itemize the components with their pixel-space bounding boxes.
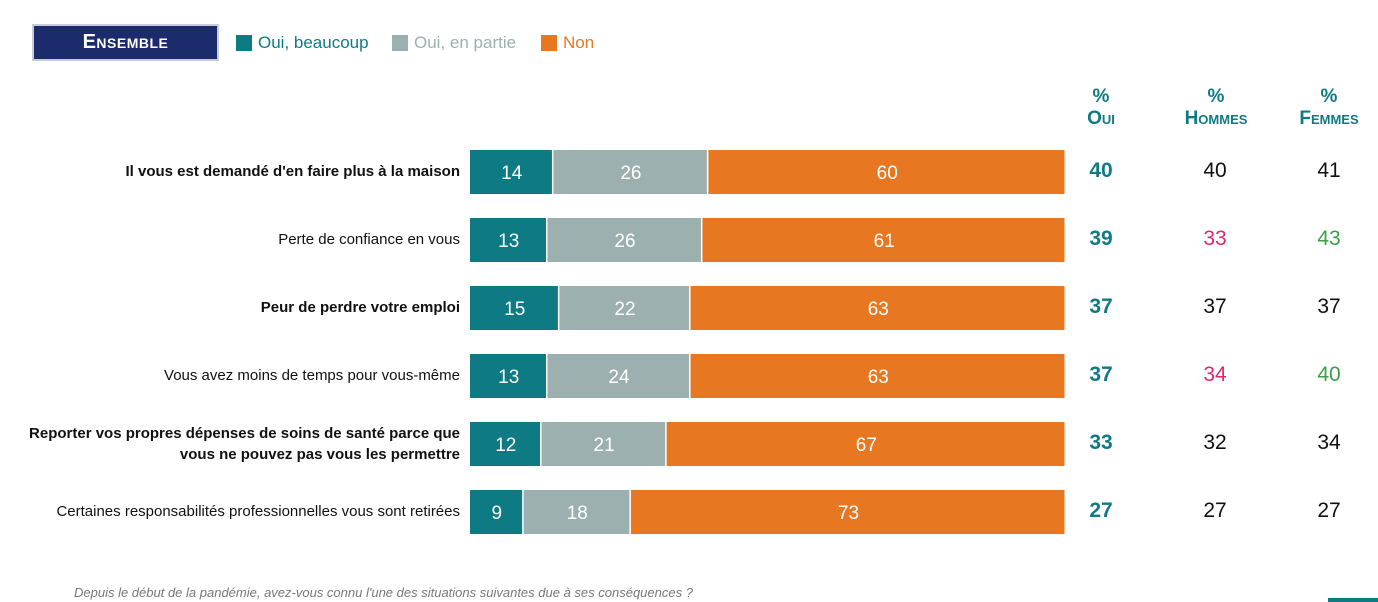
row-label: Certaines responsabilités professionnell…	[56, 503, 460, 520]
bar-value-label: 13	[498, 367, 519, 388]
bar-seg-oui-beaucoup	[470, 286, 558, 330]
pct-oui: 33	[1089, 431, 1113, 454]
bar-value-label: 18	[567, 503, 588, 524]
legend-label-oui-beaucoup: Oui, beaucoup	[258, 33, 369, 52]
bar-seg-oui-en-partie	[547, 218, 701, 262]
bar-value-label: 24	[608, 367, 630, 388]
column-header-oui-pct: %	[1092, 86, 1110, 107]
column-header-femmes-name: Femmes	[1299, 108, 1359, 129]
pct-oui: 40	[1089, 159, 1113, 182]
pct-hommes: 32	[1203, 431, 1227, 454]
column-header-oui: % Oui	[1046, 86, 1156, 130]
pct-oui: 37	[1089, 295, 1113, 318]
bar-seg-non	[630, 490, 1065, 534]
row-label: Perte de confiance en vous	[278, 231, 460, 248]
row-label: Reporter vos propres dépenses de soins d…	[29, 425, 460, 463]
bar-value-label: 14	[501, 163, 523, 184]
bar-value-label: 13	[498, 231, 519, 252]
column-header-hommes-pct: %	[1207, 86, 1225, 107]
bar-value-label: 67	[856, 435, 877, 456]
ensemble-badge-label: Ensemble	[82, 31, 169, 53]
bar-seg-oui-beaucoup	[470, 354, 546, 398]
bar-seg-oui-beaucoup	[470, 150, 552, 194]
bar-seg-non	[708, 150, 1065, 194]
pct-femmes: 43	[1317, 227, 1341, 250]
pct-femmes: 27	[1317, 499, 1341, 522]
bar-value-label: 61	[874, 231, 895, 252]
bar-seg-oui-beaucoup	[470, 490, 523, 534]
bar-value-label: 22	[614, 299, 635, 320]
bar-seg-oui-beaucoup	[470, 218, 546, 262]
column-header-hommes-name: Hommes	[1184, 108, 1248, 129]
bar-value-label: 63	[868, 367, 889, 388]
legend-swatch-oui-en-partie	[392, 35, 408, 51]
bar-value-label: 26	[614, 231, 635, 252]
column-header-femmes-pct: %	[1320, 86, 1338, 107]
bar-seg-oui-en-partie	[559, 286, 690, 330]
bar-value-label: 21	[594, 435, 615, 456]
bar-seg-oui-en-partie	[541, 422, 666, 466]
bar-value-label: 63	[868, 299, 889, 320]
legend-label-oui-en-partie: Oui, en partie	[414, 33, 517, 52]
pct-oui: 39	[1089, 227, 1113, 250]
row-label: Il vous est demandé d'en faire plus à la…	[125, 163, 460, 180]
pct-hommes: 37	[1203, 295, 1227, 318]
pct-hommes: 27	[1203, 499, 1227, 522]
bar-value-label: 15	[504, 299, 525, 320]
pct-hommes: 40	[1203, 159, 1227, 182]
legend-label-non: Non	[563, 33, 595, 52]
column-header-femmes: % Femmes	[1274, 86, 1378, 130]
bar-seg-non	[690, 286, 1065, 330]
pct-femmes: 40	[1317, 363, 1341, 386]
bar-seg-non	[702, 218, 1065, 262]
bar-value-label: 26	[620, 163, 641, 184]
footnote: Depuis le début de la pandémie, avez-vou…	[74, 585, 693, 600]
bar-value-label: 73	[838, 503, 859, 524]
ensemble-badge: Ensemble	[34, 26, 217, 59]
bar-seg-oui-en-partie	[547, 354, 690, 398]
bar-seg-oui-en-partie	[553, 150, 707, 194]
column-header-oui-name: Oui	[1087, 108, 1115, 129]
bar-seg-oui-en-partie	[523, 490, 630, 534]
bar-seg-non	[690, 354, 1065, 398]
pct-oui: 37	[1089, 363, 1113, 386]
bar-seg-oui-beaucoup	[470, 422, 541, 466]
row-label: Vous avez moins de temps pour vous-même	[164, 367, 460, 384]
pct-femmes: 37	[1317, 295, 1341, 318]
legend-swatch-oui-beaucoup	[236, 35, 252, 51]
bar-value-label: 9	[492, 503, 503, 524]
column-header-hommes: % Hommes	[1161, 86, 1271, 130]
row-label: Peur de perdre votre emploi	[260, 299, 460, 316]
legend-swatch-non	[541, 35, 557, 51]
pct-hommes: 33	[1203, 227, 1227, 250]
bar-value-label: 60	[877, 163, 898, 184]
pct-hommes: 34	[1203, 363, 1227, 386]
corner-accent	[1328, 598, 1378, 602]
pct-femmes: 41	[1317, 159, 1341, 182]
pct-oui: 27	[1089, 499, 1113, 522]
bar-seg-non	[666, 422, 1065, 466]
pct-femmes: 34	[1317, 431, 1341, 454]
bar-value-label: 12	[495, 435, 516, 456]
